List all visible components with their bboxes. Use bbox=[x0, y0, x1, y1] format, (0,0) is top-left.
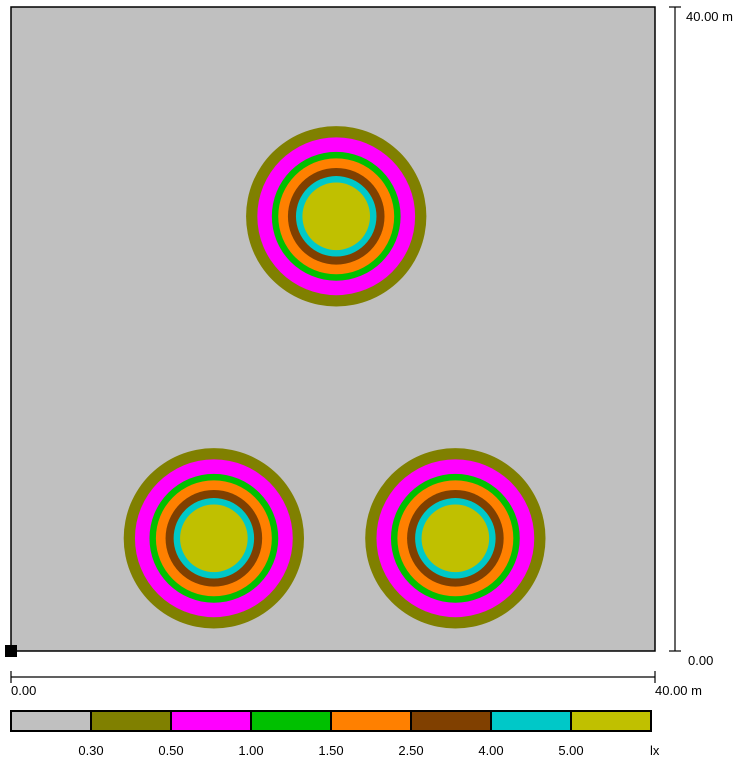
y-scale-top-label: 40.00 m bbox=[686, 9, 733, 24]
legend-swatch bbox=[170, 710, 252, 732]
isolux-band-5.00 bbox=[421, 504, 490, 573]
legend-value-label: 5.00 bbox=[558, 743, 583, 758]
legend-value-label: 1.00 bbox=[238, 743, 263, 758]
legend-swatch bbox=[570, 710, 652, 732]
legend-labels: 0.30 0.50 1.00 1.50 2.50 4.00 5.00 bbox=[78, 743, 583, 758]
isolux-contours bbox=[123, 126, 546, 629]
x-scale-bar bbox=[10, 671, 656, 683]
isolux-band-5.00 bbox=[302, 182, 371, 251]
y-scale-bar bbox=[669, 6, 681, 652]
luminaire-pattern-3 bbox=[365, 448, 546, 629]
legend bbox=[10, 710, 652, 732]
x-scale-right-label: 40.00 m bbox=[655, 683, 702, 698]
legend-swatch bbox=[90, 710, 172, 732]
legend-unit: lx bbox=[650, 743, 660, 758]
legend-swatch bbox=[490, 710, 572, 732]
legend-swatch bbox=[330, 710, 412, 732]
legend-swatch bbox=[250, 710, 332, 732]
legend-swatch bbox=[10, 710, 92, 732]
x-scale-left-label: 0.00 bbox=[11, 683, 36, 698]
y-scale-bottom-label: 0.00 bbox=[688, 653, 713, 668]
luminaire-pattern-1 bbox=[246, 126, 427, 307]
plot-area bbox=[10, 6, 656, 652]
legend-value-label: 0.30 bbox=[78, 743, 103, 758]
legend-value-label: 4.00 bbox=[478, 743, 503, 758]
isolux-band-5.00 bbox=[180, 504, 248, 573]
legend-value-label: 1.50 bbox=[318, 743, 343, 758]
legend-value-label: 2.50 bbox=[398, 743, 423, 758]
origin-marker bbox=[5, 645, 17, 657]
legend-swatch bbox=[410, 710, 492, 732]
legend-value-label: 0.50 bbox=[158, 743, 183, 758]
luminaire-pattern-2 bbox=[123, 448, 305, 629]
